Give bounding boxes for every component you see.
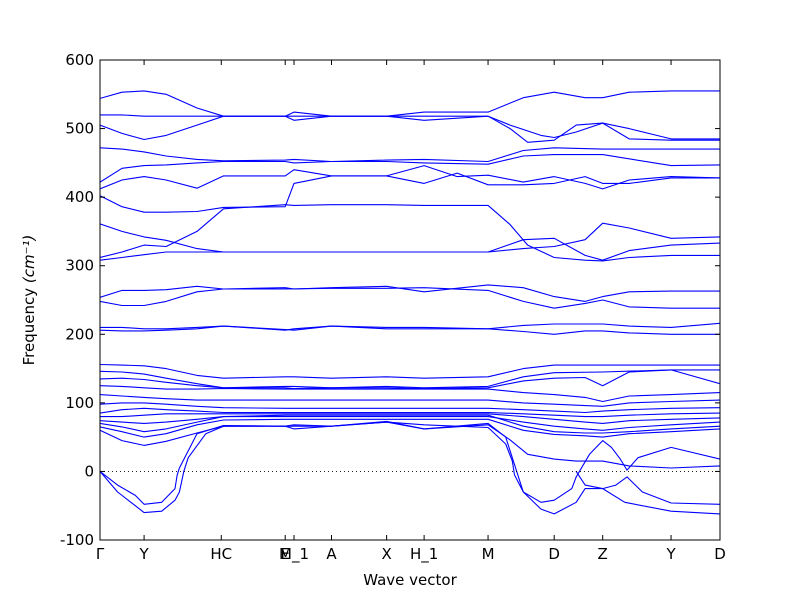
band-line-25: [100, 418, 720, 438]
x-tick-label: HC: [210, 545, 232, 563]
band-line-29: [575, 440, 628, 478]
y-tick-label: 400: [65, 188, 94, 206]
band-line-6: [100, 165, 720, 190]
y-tick-label: 100: [65, 394, 94, 412]
y-axis-label: Frequency (cm⁻¹): [20, 235, 38, 366]
band-line-30: [626, 446, 720, 471]
band-line-24: [100, 414, 720, 434]
band-line-9: [100, 204, 720, 262]
x-tick-label: X: [381, 545, 391, 563]
x-tick-label: E: [280, 545, 289, 563]
band-line-15: [100, 363, 720, 379]
band-line-2: [100, 114, 720, 140]
band-line-12: [100, 287, 720, 309]
x-tick-label: A: [326, 545, 337, 563]
x-tick-label: M: [482, 545, 495, 563]
y-axis: -100 0 100 200 300 400 500 600: [60, 51, 720, 549]
y-tick-label: -100: [60, 531, 94, 549]
x-tick-label: D: [548, 545, 560, 563]
band-line-11: [100, 284, 720, 302]
y-tick-label: 300: [65, 257, 94, 275]
band-line-14: [100, 325, 720, 335]
x-tick-label: Y: [139, 545, 150, 563]
x-tick-label: D: [714, 545, 726, 563]
x-tick-label: M_1: [279, 545, 309, 564]
x-axis-label: Wave vector: [363, 571, 457, 589]
y-tick-label: 200: [65, 325, 94, 343]
x-tick-label: Γ: [96, 545, 105, 563]
band-line-7: [100, 172, 720, 213]
band-series-group: [100, 90, 720, 515]
y-axis-label-unit: (cm⁻¹): [20, 235, 38, 284]
y-tick-label: 500: [65, 120, 94, 138]
band-line-5: [100, 154, 720, 183]
x-tick-label: H_1: [410, 545, 438, 564]
band-line-18: [100, 385, 720, 403]
band-line-28: [100, 421, 720, 515]
band-line-3: [100, 115, 720, 143]
band-line-10: [100, 237, 720, 261]
plot-frame: [99, 59, 721, 541]
x-axis: Γ Y HC EM_1 A X H_1 M D Z Y D: [96, 60, 726, 564]
band-line-23: [100, 416, 720, 431]
band-line-27: [100, 421, 577, 505]
band-line-17: [100, 369, 720, 390]
x-tick-label: Z: [598, 545, 608, 563]
band-line-21: [100, 407, 720, 418]
y-tick-label: 0: [84, 462, 94, 480]
y-axis-label-text: Frequency: [20, 283, 38, 365]
x-tick-label: Y: [665, 545, 676, 563]
band-line-31: [575, 470, 720, 505]
band-line-19: [100, 394, 720, 407]
y-tick-label: 600: [65, 51, 94, 69]
band-line-13: [100, 322, 720, 331]
band-line-20: [100, 402, 720, 414]
band-line-22: [100, 413, 720, 424]
